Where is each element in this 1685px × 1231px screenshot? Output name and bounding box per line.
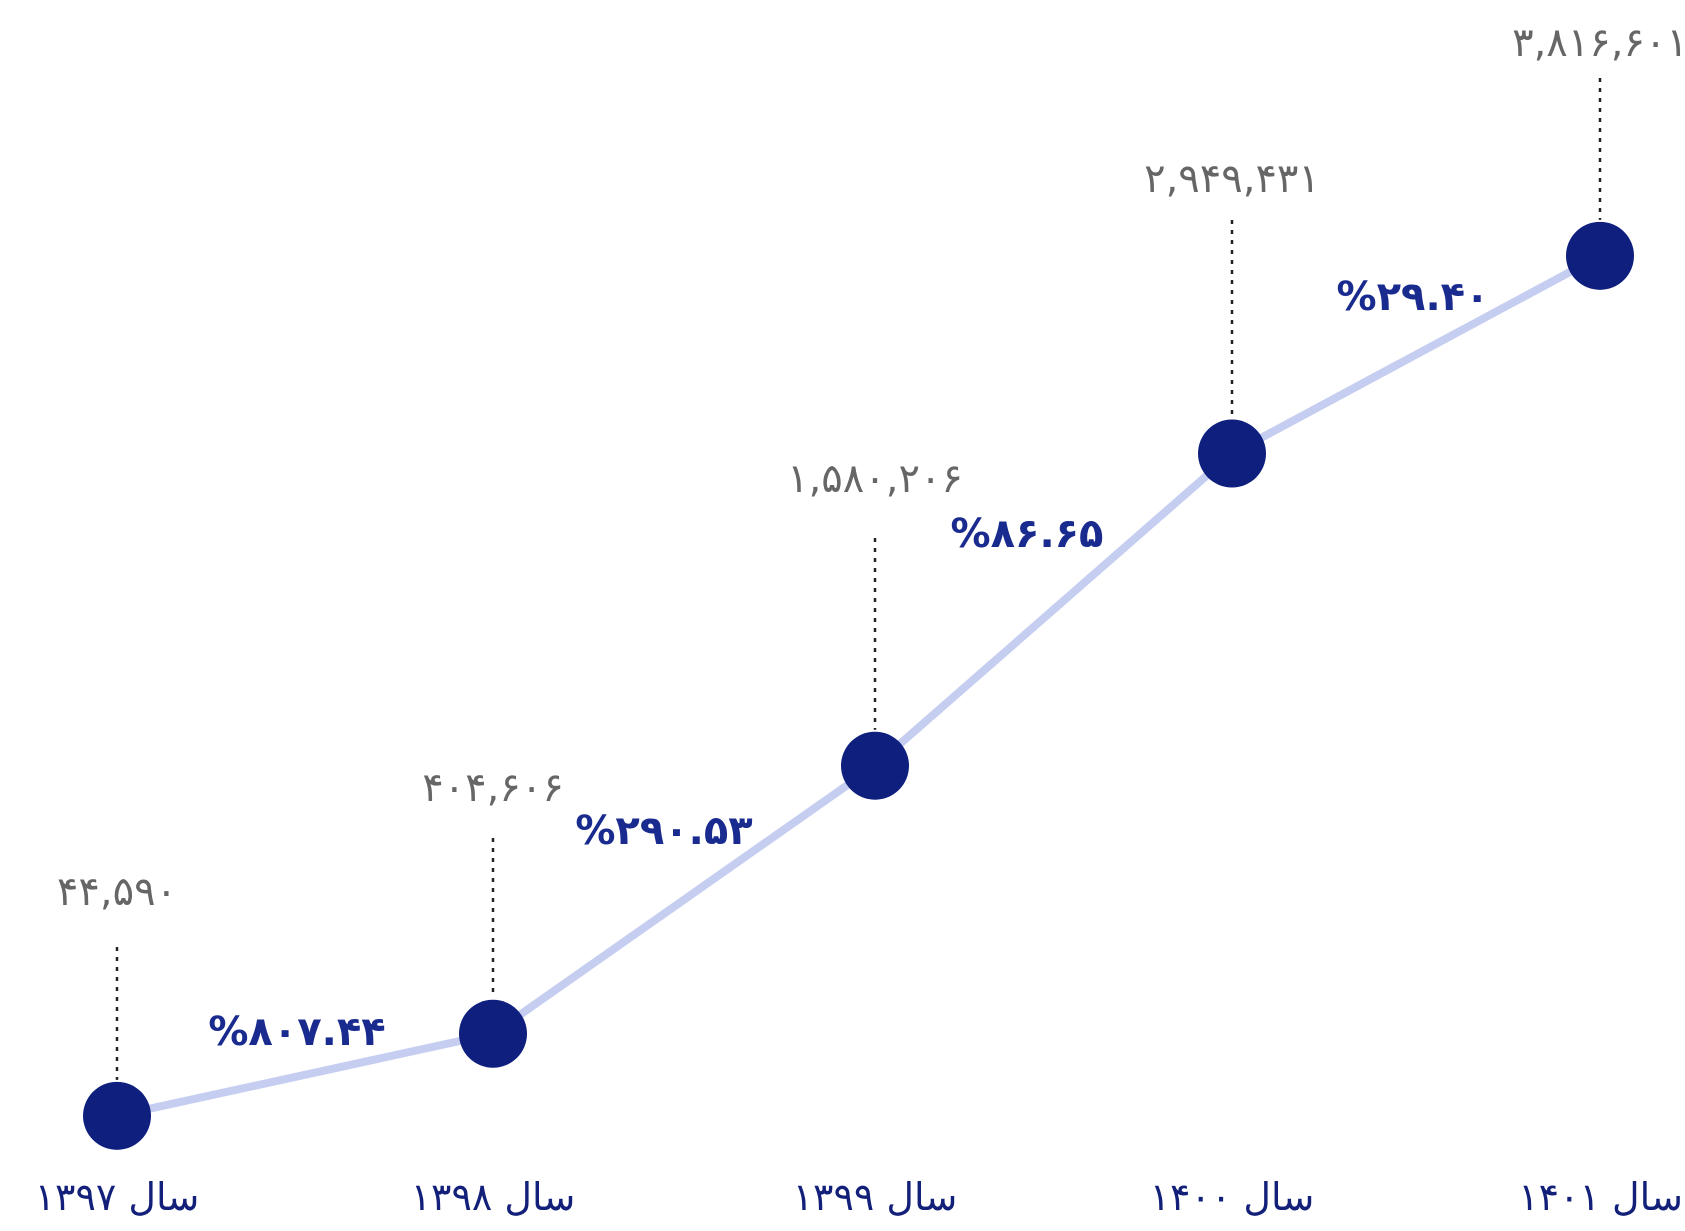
growth-labels: %۸۰۷.۴۴ %۲۹۰.۵۳ %۸۶.۶۵ %۲۹.۴۰	[208, 274, 1489, 1055]
growth-label: %۲۹۰.۵۳	[575, 808, 752, 854]
value-label: ۲,۹۴۹,۴۳۱	[1144, 156, 1320, 202]
data-point	[1566, 221, 1634, 290]
category-labels: سال ۱۳۹۷ سال ۱۳۹۸ سال ۱۳۹۹ سال ۱۴۰۰ سال ۱۴۰۱	[35, 1175, 1683, 1219]
category-label: سال ۱۳۹۹	[793, 1175, 958, 1219]
category-label: سال ۱۳۹۷	[35, 1175, 200, 1219]
line-segment	[113, 1029, 497, 1120]
value-label: ۴۰۴,۶۰۶	[422, 765, 564, 811]
category-label: سال ۱۳۹۸	[411, 1175, 576, 1219]
value-label: ۱,۵۸۰,۲۰۶	[787, 456, 963, 502]
leader-lines	[115, 78, 1602, 1080]
growth-label: %۲۹.۴۰	[1337, 274, 1490, 320]
category-label: سال ۱۴۰۱	[1518, 1175, 1683, 1219]
growth-label: %۸۰۷.۴۴	[208, 1009, 385, 1055]
data-point	[459, 999, 527, 1068]
line-segment	[871, 449, 1236, 770]
value-label: ۳,۸۱۶,۶۰۱	[1512, 20, 1685, 66]
line-segment	[489, 761, 879, 1038]
value-labels: ۴۴,۵۹۰ ۴۰۴,۶۰۶ ۱,۵۸۰,۲۰۶ ۲,۹۴۹,۴۳۱ ۳,۸۱۶,۶۰۱	[57, 20, 1685, 915]
value-label: ۴۴,۵۹۰	[57, 869, 177, 915]
category-label: سال ۱۴۰۰	[1150, 1175, 1315, 1219]
data-point	[841, 731, 909, 800]
data-points	[83, 221, 1634, 1150]
data-point	[83, 1081, 151, 1150]
series-line	[113, 251, 1604, 1120]
line-segment	[1228, 251, 1604, 458]
growth-label: %۸۶.۶۵	[951, 511, 1104, 557]
data-point	[1198, 419, 1266, 488]
